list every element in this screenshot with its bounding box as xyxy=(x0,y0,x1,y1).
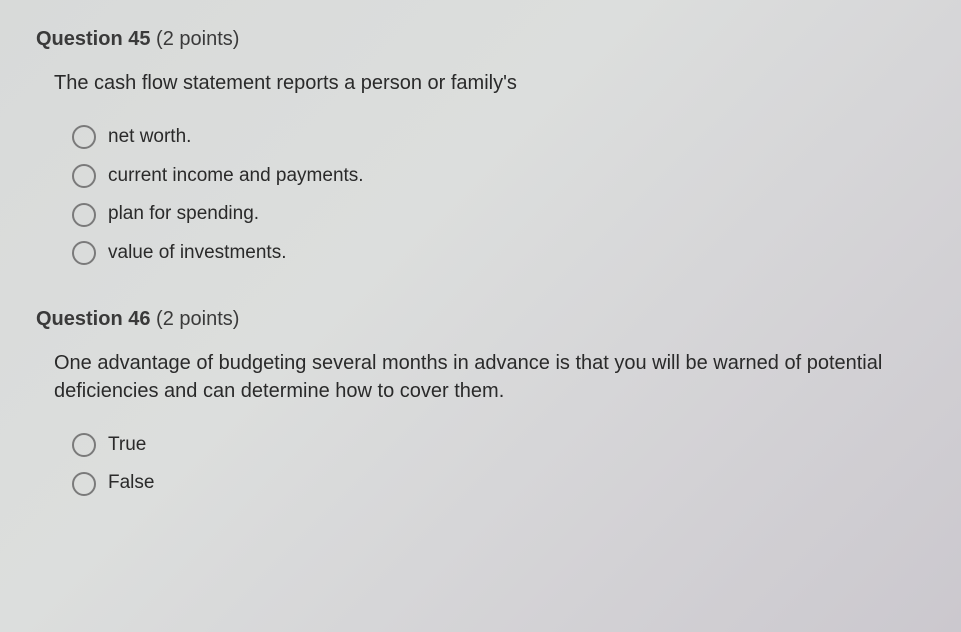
question-header: Question 45 (2 points) xyxy=(36,28,925,51)
question-text: The cash flow statement reports a person… xyxy=(54,69,925,97)
question-number: Question 45 xyxy=(36,28,150,50)
option-label: plan for spending. xyxy=(108,202,259,227)
radio-icon[interactable] xyxy=(72,164,96,188)
question-header: Question 46 (2 points) xyxy=(36,308,925,331)
question-points: (2 points) xyxy=(156,28,239,50)
question-45: Question 45 (2 points) The cash flow sta… xyxy=(36,28,925,266)
radio-icon[interactable] xyxy=(72,125,96,149)
question-text: One advantage of budgeting several month… xyxy=(54,349,925,405)
option-label: current income and payments. xyxy=(108,164,364,189)
option-row[interactable]: plan for spending. xyxy=(72,202,925,227)
option-row[interactable]: True xyxy=(72,433,925,458)
options-list: True False xyxy=(72,433,925,496)
question-number: Question 46 xyxy=(36,308,150,330)
option-label: True xyxy=(108,433,146,458)
radio-icon[interactable] xyxy=(72,433,96,457)
radio-icon[interactable] xyxy=(72,241,96,265)
question-46: Question 46 (2 points) One advantage of … xyxy=(36,308,925,496)
option-label: False xyxy=(108,471,154,496)
option-label: net worth. xyxy=(108,125,191,150)
radio-icon[interactable] xyxy=(72,203,96,227)
radio-icon[interactable] xyxy=(72,472,96,496)
option-label: value of investments. xyxy=(108,241,286,266)
question-points: (2 points) xyxy=(156,308,239,330)
option-row[interactable]: net worth. xyxy=(72,125,925,150)
options-list: net worth. current income and payments. … xyxy=(72,125,925,266)
option-row[interactable]: current income and payments. xyxy=(72,164,925,189)
option-row[interactable]: False xyxy=(72,471,925,496)
option-row[interactable]: value of investments. xyxy=(72,241,925,266)
